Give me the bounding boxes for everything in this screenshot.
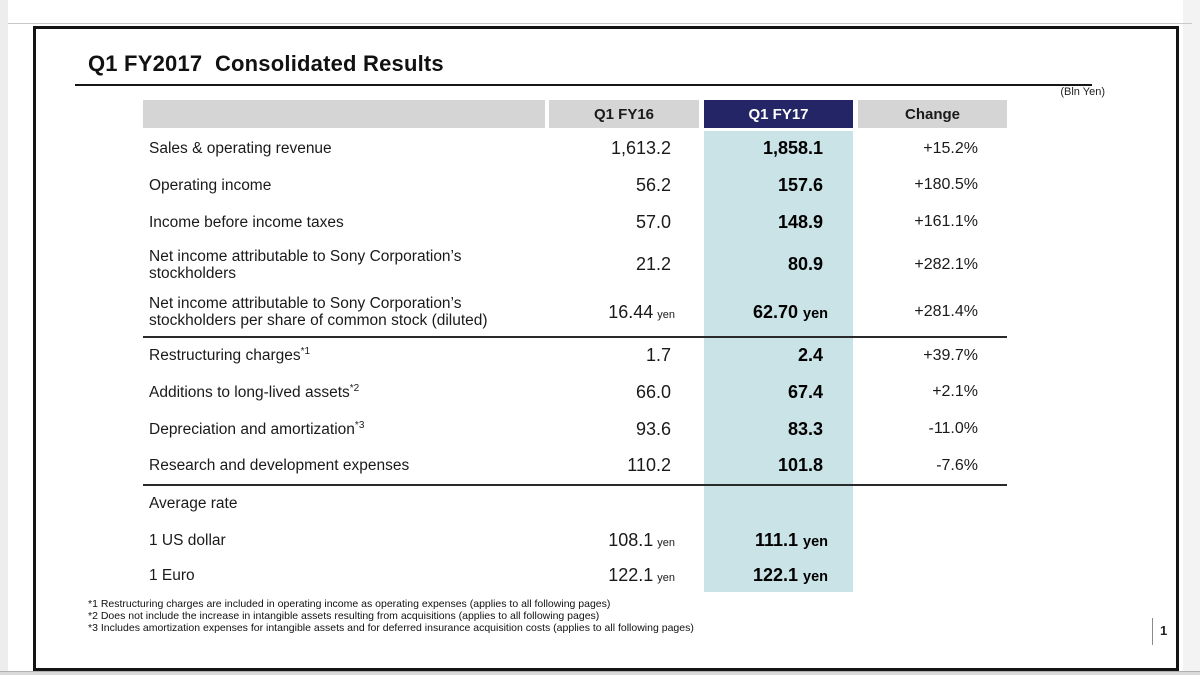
- screen-edge-left: [0, 0, 8, 675]
- unit-note: (Bln Yen): [1060, 86, 1105, 98]
- value-q1fy16: 108.1 yen: [608, 529, 675, 550]
- value-change: +161.1%: [914, 213, 978, 230]
- value-change: [858, 559, 1007, 592]
- row-label: 1 Euro: [149, 566, 195, 584]
- row-label: Average rate: [143, 483, 545, 522]
- slide-frame: Q1 FY2017 Consolidated Results (Bln Yen)…: [33, 26, 1179, 671]
- value-q1fy16: 110.2: [627, 455, 671, 475]
- value-change: [858, 522, 1007, 559]
- value-change: -7.6%: [936, 456, 978, 474]
- value-change: +2.1%: [932, 383, 978, 400]
- table-header-row: Q1 FY16 Q1 FY17 Change: [143, 100, 1007, 131]
- unit-suffix: yen: [657, 308, 675, 321]
- row-label: Additions to long-lived assets*2: [149, 382, 360, 401]
- unit-suffix: yen: [657, 536, 675, 549]
- title-underline: [75, 84, 1092, 86]
- value-change: [858, 483, 1007, 522]
- slide-title: Q1 FY2017 Consolidated Results: [88, 51, 444, 76]
- header-gap: [699, 100, 704, 131]
- row-label: Sales & operating revenue: [149, 140, 332, 158]
- consolidated-results-table: Q1 FY16 Q1 FY17 Change Sales & operating…: [143, 100, 1007, 592]
- value-change: +282.1%: [914, 255, 978, 273]
- row-label: 1 US dollar: [149, 531, 226, 549]
- value-q1fy17: 101.8: [704, 447, 853, 485]
- table-row: Operating income 56.2 157.6 +180.5%: [143, 166, 1007, 204]
- col-header-label: [143, 100, 545, 131]
- value-q1fy16: 21.2: [635, 254, 671, 274]
- value-change: +281.4%: [914, 303, 978, 320]
- value-q1fy17: 111.1 yen: [704, 521, 853, 559]
- column-gap: [853, 483, 858, 522]
- table-row: Depreciation and amortization*3 93.6 83.…: [143, 410, 1007, 448]
- value-q1fy17: 83.3: [704, 410, 853, 448]
- header-gap: [545, 100, 549, 131]
- row-label: Research and development expenses: [149, 457, 410, 474]
- column-gap: [545, 335, 549, 374]
- value-q1fy17: 122.1 yen: [704, 558, 853, 592]
- row-label: Income before income taxes: [149, 213, 344, 231]
- value-q1fy16: 16.44 yen: [608, 301, 675, 322]
- value-q1fy16: [549, 483, 699, 522]
- table-row: Additions to long-lived assets*2 66.0 67…: [143, 373, 1007, 411]
- header-gap: [853, 100, 858, 131]
- unit-suffix: yen: [803, 568, 828, 585]
- table-row: Restructuring charges*1 1.7 2.4 +39.7%: [143, 335, 1007, 374]
- footnotes: *1 Restructuring charges are included in…: [88, 598, 694, 634]
- value-q1fy16: 66.0: [635, 381, 671, 402]
- row-label: Restructuring charges*1: [143, 335, 545, 374]
- value-q1fy16: 1,613.2: [610, 138, 671, 159]
- col-header-change: Change: [858, 100, 1007, 131]
- table-row: Average rate: [143, 483, 1007, 522]
- value-q1fy17: [704, 483, 853, 522]
- page-number: 1: [1160, 623, 1168, 638]
- unit-suffix: yen: [803, 305, 828, 322]
- col-header-q1fy16: Q1 FY16: [549, 100, 699, 131]
- table-row: 1 Euro 122.1 yen 122.1 yen: [143, 558, 1007, 592]
- value-q1fy16: 57.0: [635, 211, 671, 232]
- outer-border-line: [8, 23, 1192, 24]
- table-row: Net income attributable to Sony Corporat…: [143, 288, 1007, 337]
- unit-suffix: yen: [657, 571, 675, 584]
- table-row: 1 US dollar 108.1 yen 111.1 yen: [143, 521, 1007, 559]
- value-q1fy17: 1,858.1: [704, 129, 853, 167]
- row-label: Operating income: [149, 176, 272, 194]
- value-q1fy17: 157.6: [704, 166, 853, 204]
- value-change: +15.2%: [923, 139, 978, 157]
- screen-edge-bottom: [0, 671, 1200, 675]
- footnote-line: *1 Restructuring charges are included in…: [88, 598, 611, 610]
- footnote-line: *2 Does not include the increase in inta…: [88, 610, 600, 622]
- column-gap: [853, 335, 858, 374]
- value-q1fy17: 67.4: [704, 373, 853, 411]
- table-row: Research and development expenses 110.2 …: [143, 447, 1007, 485]
- column-gap: [545, 483, 549, 522]
- footnote-marker: *2: [349, 382, 360, 394]
- value-q1fy17: 2.4: [704, 335, 853, 374]
- row-label: Net income attributable to Sony Corporat…: [149, 295, 488, 329]
- footnote-line: *3 Includes amortization expenses for in…: [88, 622, 694, 634]
- row-label: Depreciation and amortization*3: [149, 419, 365, 438]
- unit-suffix: yen: [803, 533, 828, 550]
- value-q1fy16: 93.6: [635, 418, 671, 439]
- footnote-marker: *3: [354, 419, 365, 431]
- column-gap: [699, 335, 704, 374]
- table-row: Income before income taxes 57.0 148.9 +1…: [143, 203, 1007, 241]
- table-row: Sales & operating revenue 1,613.2 1,858.…: [143, 129, 1007, 167]
- value-q1fy17: 148.9: [704, 203, 853, 241]
- value-q1fy16: 122.1 yen: [608, 564, 675, 585]
- table-row: Net income attributable to Sony Corporat…: [143, 240, 1007, 289]
- column-gap: [699, 483, 704, 522]
- page-number-divider: [1152, 618, 1153, 645]
- screen-edge-right: [1183, 0, 1200, 675]
- value-change: -11.0%: [928, 420, 978, 437]
- row-label: Net income attributable to Sony Corporat…: [149, 247, 462, 282]
- value-q1fy16: 56.2: [635, 174, 671, 195]
- footnote-marker: *1: [300, 345, 311, 357]
- value-q1fy16: 1.7: [549, 335, 699, 374]
- value-q1fy17: 80.9: [704, 240, 853, 289]
- value-change: +180.5%: [914, 176, 978, 193]
- col-header-q1fy17: Q1 FY17: [704, 100, 853, 131]
- value-q1fy17: 62.70 yen: [704, 288, 853, 337]
- value-change: +39.7%: [858, 335, 1007, 374]
